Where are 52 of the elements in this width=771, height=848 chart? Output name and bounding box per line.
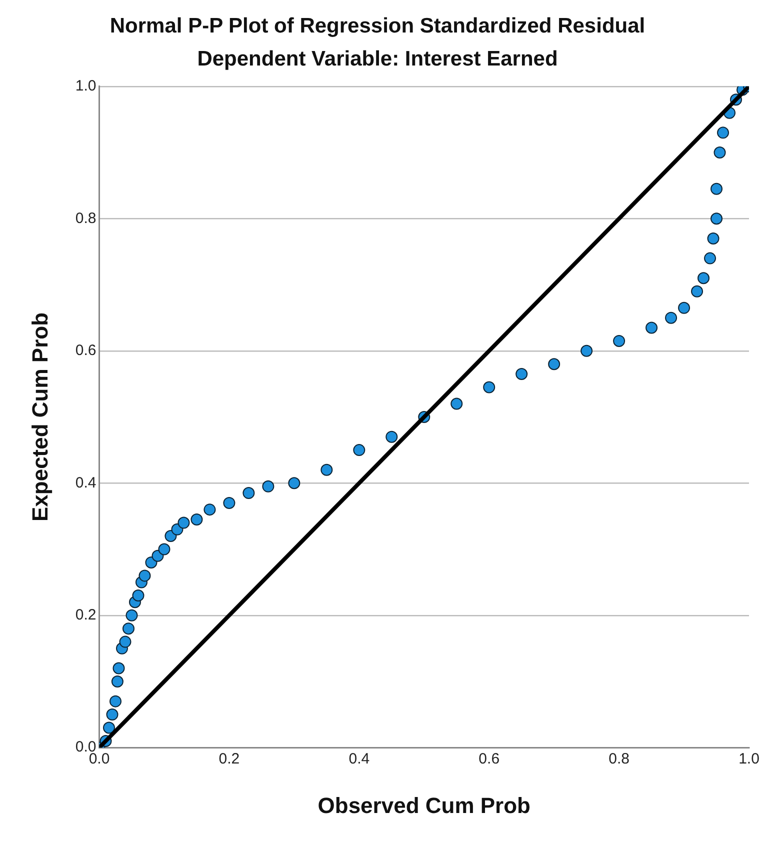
point [386, 430, 398, 443]
point [178, 516, 190, 529]
chart-subtitle: Dependent Variable: Interest Earned [197, 48, 558, 71]
point [516, 368, 528, 380]
point [691, 285, 704, 298]
point [190, 513, 203, 526]
point [665, 312, 678, 324]
x-tick-label: 0.4 [348, 750, 370, 768]
point [710, 182, 723, 195]
x-tick-label: 0.6 [478, 750, 500, 768]
point [704, 252, 716, 264]
y-tick-label: 1.0 [75, 78, 96, 95]
y-tick-label: 0.6 [75, 342, 96, 360]
point [223, 496, 236, 509]
point [353, 444, 366, 456]
y-tick-label: 0.4 [75, 474, 96, 492]
y-tick-label: 0.8 [75, 210, 96, 227]
y-tick-label: 0.2 [75, 606, 96, 624]
x-axis-title: Observed Cum Prob [318, 792, 530, 818]
point [646, 322, 658, 334]
x-tick-label: 1.0 [738, 750, 760, 768]
point [204, 504, 216, 516]
point [242, 487, 255, 500]
point [678, 302, 690, 314]
y-axis-title: Expected Cum Prob [27, 312, 52, 522]
point [132, 590, 144, 602]
point [698, 272, 710, 284]
chart-title: Normal P-P Plot of Regression Standardized Residual [110, 14, 646, 38]
point [122, 622, 134, 635]
point [710, 212, 723, 225]
point [112, 662, 125, 674]
point [109, 695, 122, 708]
point [158, 543, 170, 556]
point [111, 675, 124, 688]
point [119, 636, 132, 648]
point [126, 609, 138, 622]
point [580, 344, 593, 357]
point [613, 334, 626, 347]
x-tick-label: 0.8 [608, 750, 630, 768]
point [548, 358, 560, 370]
x-tick-label: 0.2 [218, 750, 240, 768]
point [103, 722, 115, 734]
point [714, 146, 726, 159]
point [288, 477, 300, 490]
point [483, 381, 496, 394]
point [707, 232, 720, 244]
point [262, 480, 274, 492]
point [138, 570, 151, 582]
point [106, 708, 118, 721]
point [320, 464, 333, 476]
point [450, 398, 463, 410]
point [717, 126, 730, 139]
